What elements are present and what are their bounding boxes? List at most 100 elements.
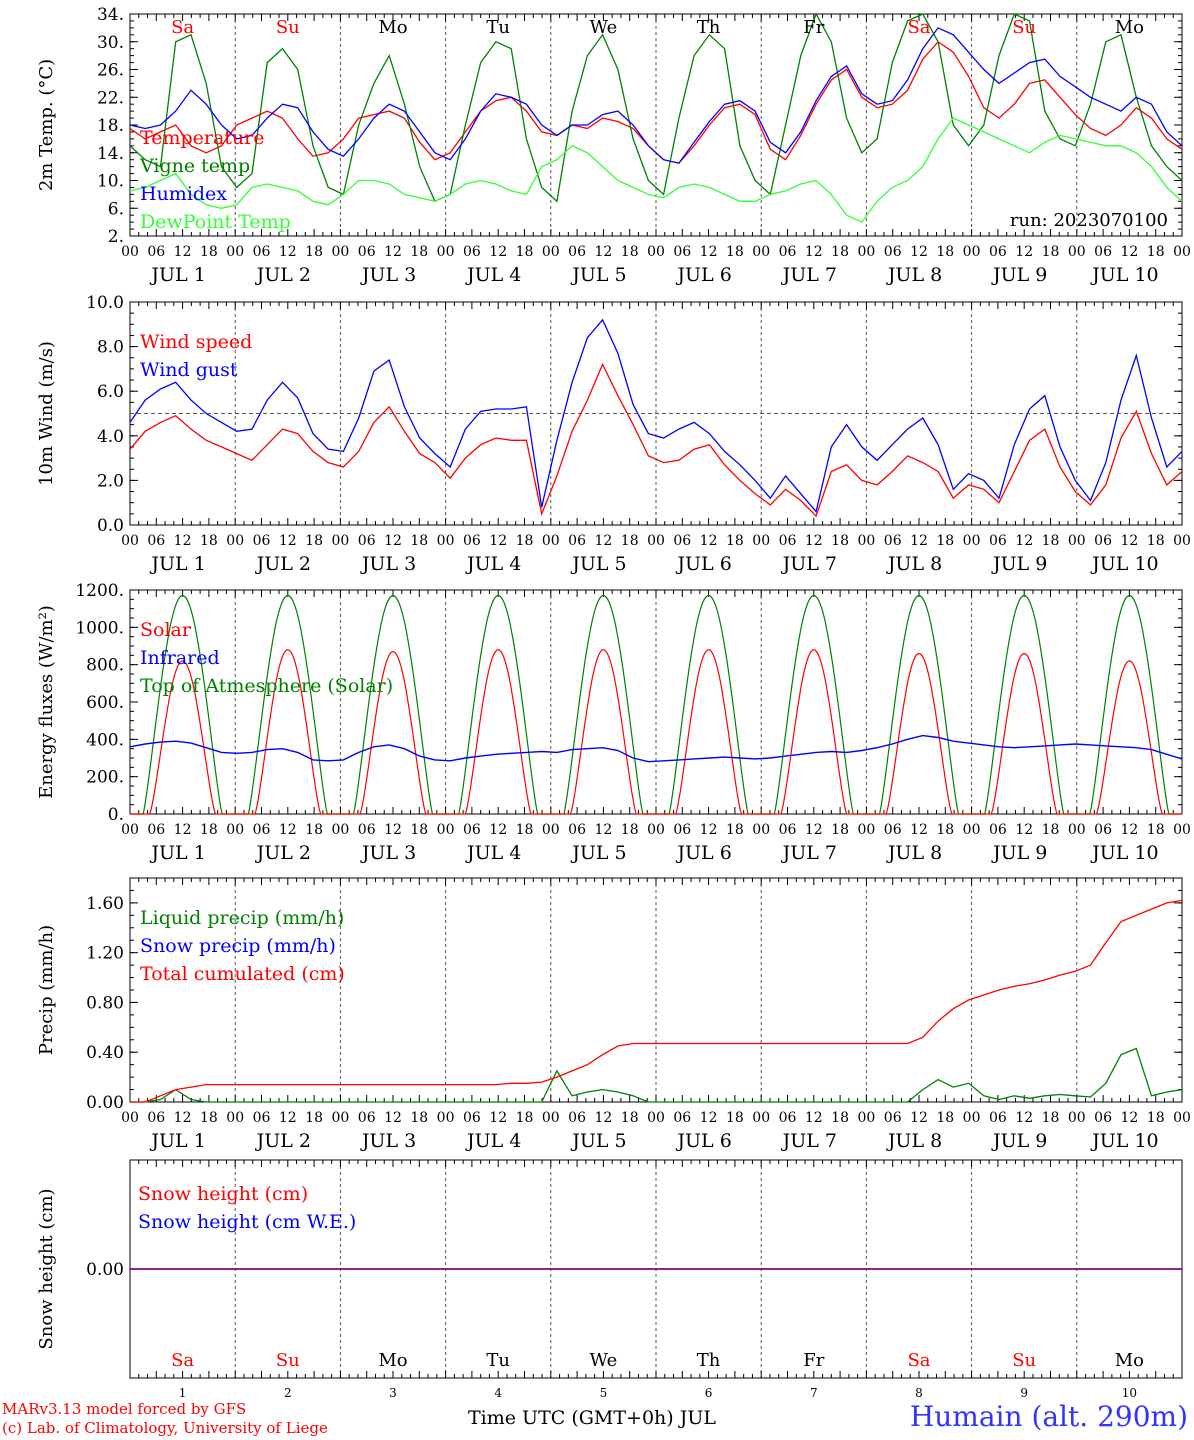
day-label: JUL 2 <box>255 1130 311 1152</box>
hour-label: 12 <box>805 1110 823 1126</box>
day-label: JUL 9 <box>991 842 1047 864</box>
hour-label: 18 <box>726 244 744 260</box>
hour-label: 00 <box>542 533 560 549</box>
day-number: 8 <box>915 1386 923 1400</box>
weekday-label: Su <box>276 17 300 38</box>
hour-label: 00 <box>963 533 981 549</box>
solar-curve <box>235 649 341 815</box>
day-label: JUL 5 <box>570 842 626 864</box>
hour-label: 18 <box>516 533 534 549</box>
hour-label: 06 <box>463 822 481 838</box>
dewpoint-temp-line <box>129 117 1183 223</box>
hour-label: 00 <box>857 533 875 549</box>
toa-solar-curve <box>866 594 972 815</box>
hour-label: 06 <box>253 1110 271 1126</box>
hour-label: 00 <box>121 1110 139 1126</box>
solar-curve <box>445 649 551 815</box>
hour-label: 12 <box>174 244 192 260</box>
solar-curve <box>550 649 656 815</box>
y-tick-label: 0.0 <box>97 516 124 536</box>
day-number: 10 <box>1122 1386 1137 1400</box>
day-label: JUL 2 <box>255 842 311 864</box>
hour-label: 18 <box>1147 533 1165 549</box>
station-name: Humain (alt. 290m) <box>909 1400 1188 1433</box>
legend-entry: Humidex <box>140 183 227 205</box>
hour-label: 12 <box>174 1110 192 1126</box>
legend-entry: DewPoint Temp <box>140 211 291 233</box>
day-label: JUL 4 <box>465 553 521 575</box>
hour-label: 00 <box>437 533 455 549</box>
hour-label: 00 <box>331 533 349 549</box>
y-tick-label: 0. <box>108 805 124 825</box>
y-tick-label: 800. <box>86 656 124 676</box>
weekday-label: Fr <box>803 17 824 38</box>
hour-label: 00 <box>542 822 560 838</box>
y-tick-label: 6. <box>108 199 124 219</box>
day-label: JUL 6 <box>675 553 731 575</box>
hour-label: 18 <box>621 244 639 260</box>
y-tick-label: 8.0 <box>97 338 124 358</box>
panel-1: 34. 30. 26. 22. 18. 14. 10. 6. 2. 2m Temp. (°C) 00… <box>36 5 1191 286</box>
hour-label: 12 <box>489 244 507 260</box>
total-cumulated-cm-line <box>130 899 1183 1103</box>
toa-solar-curve <box>971 594 1077 815</box>
hour-label: 12 <box>910 1110 928 1126</box>
y-tick-label: 1.20 <box>86 944 124 964</box>
hour-label: 18 <box>726 822 744 838</box>
wind-gust-line <box>129 318 1183 513</box>
toa-solar-curve <box>445 594 551 815</box>
day-label: JUL 7 <box>781 553 837 575</box>
legend-entry: Total cumulated (cm) <box>140 963 345 985</box>
toa-solar-curve <box>550 594 656 815</box>
y-tick-label: 18. <box>97 116 124 136</box>
hour-label: 00 <box>857 1110 875 1126</box>
hour-label: 18 <box>1042 822 1060 838</box>
hour-label: 18 <box>936 822 954 838</box>
day-label: JUL 1 <box>149 1130 205 1152</box>
y-tick-label: 1000. <box>75 618 124 638</box>
day-label: JUL 5 <box>570 1130 626 1152</box>
day-number: 7 <box>810 1386 818 1400</box>
hour-label: 18 <box>1042 244 1060 260</box>
day-label: JUL 7 <box>781 1130 837 1152</box>
solar-curve <box>130 660 236 815</box>
hour-label: 00 <box>226 1110 244 1126</box>
hour-label: 18 <box>200 822 218 838</box>
y-tick-label: 2. <box>108 227 124 247</box>
y-tick-label: 0.80 <box>86 993 124 1013</box>
day-label: JUL 5 <box>570 264 626 286</box>
hour-label: 00 <box>963 244 981 260</box>
hour-label: 06 <box>673 822 691 838</box>
hour-label: 12 <box>279 1110 297 1126</box>
weekday-label: Th <box>697 1350 721 1371</box>
liquid-precip-mm-h-line <box>130 1047 1183 1103</box>
hour-label: 06 <box>358 1110 376 1126</box>
run-annotation: run: 2023070100 <box>1010 210 1168 231</box>
day-label: JUL 4 <box>465 842 521 864</box>
hour-label: 12 <box>594 244 612 260</box>
y-tick-label: 400. <box>86 730 124 750</box>
hour-label: 18 <box>1042 533 1060 549</box>
day-label: JUL 2 <box>255 264 311 286</box>
hour-label: 18 <box>516 1110 534 1126</box>
y-tick-label: 1200. <box>75 581 124 601</box>
toa-solar-curve <box>656 594 762 815</box>
y-tick-label: 4.0 <box>97 427 124 447</box>
hour-label: 00 <box>1173 533 1191 549</box>
hour-label: 00 <box>1068 533 1086 549</box>
hour-label: 00 <box>752 822 770 838</box>
toa-solar-curve <box>1076 594 1182 815</box>
hour-label: 00 <box>437 244 455 260</box>
hour-label: 00 <box>1173 244 1191 260</box>
day-number: 3 <box>389 1386 397 1400</box>
hour-label: 06 <box>358 822 376 838</box>
y-tick-label: 14. <box>97 144 124 164</box>
hour-label: 06 <box>358 533 376 549</box>
hour-label: 06 <box>779 822 797 838</box>
solar-curve <box>656 649 762 815</box>
hour-label: 00 <box>963 822 981 838</box>
hour-label: 18 <box>200 533 218 549</box>
day-label: JUL 3 <box>360 1130 416 1152</box>
hour-label: 12 <box>279 244 297 260</box>
hour-label: 12 <box>1015 822 1033 838</box>
